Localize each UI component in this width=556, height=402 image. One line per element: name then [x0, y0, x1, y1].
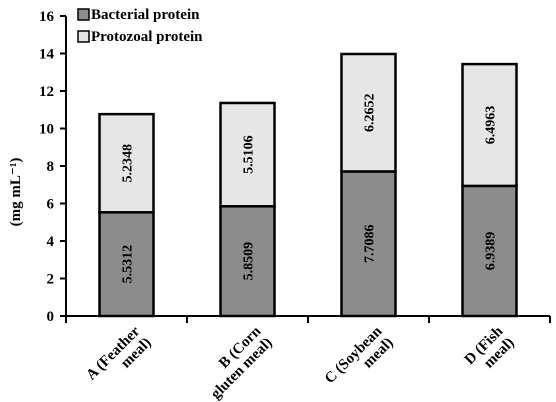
data-label: 7.7086: [363, 224, 378, 263]
legend-label: Protozoal protein: [91, 29, 203, 45]
y-tick-label: 4: [47, 234, 55, 250]
y-tick-label: 14: [39, 47, 55, 63]
y-tick-label: 2: [47, 272, 55, 288]
legend-swatch: [77, 8, 90, 21]
data-label: 6.2652: [363, 93, 378, 132]
data-label: 5.5106: [242, 135, 257, 174]
protozoal-bar: [461, 62, 518, 188]
bars: 5.5312 5.2348 5.8509 5.5106 7.7086 6.2652 6.93…: [98, 52, 518, 318]
legend: Bacterial protein Protozoal protein: [77, 7, 203, 45]
y-tick-label: 12: [39, 84, 54, 100]
protozoal-bar: [219, 101, 276, 208]
y-tick-label: 16: [39, 9, 55, 25]
y-tick-label: 0: [47, 309, 55, 325]
data-label: 6.4963: [484, 106, 499, 145]
y-tick-label: 10: [39, 122, 54, 138]
bacterial-bar: [98, 211, 155, 318]
protozoal-bar: [340, 52, 397, 173]
legend-label: Bacterial protein: [91, 7, 200, 23]
data-label: 5.2348: [121, 144, 136, 183]
legend-swatch: [77, 30, 90, 43]
data-label: 5.8509: [242, 242, 257, 281]
y-axis-label: (mg mL⁻¹): [8, 158, 24, 227]
data-label: 6.9389: [484, 232, 499, 271]
y-tick-label: 8: [47, 159, 55, 175]
protozoal-bar: [98, 112, 155, 214]
y-tick-label: 6: [47, 197, 55, 213]
data-label: 5.5312: [121, 245, 136, 284]
